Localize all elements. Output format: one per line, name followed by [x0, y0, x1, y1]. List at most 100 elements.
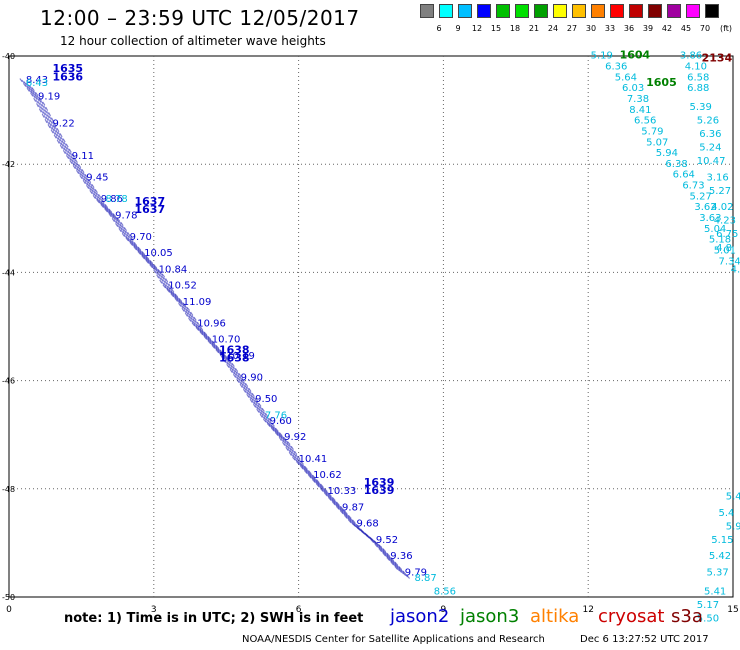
pass-time-label: 1636: [52, 70, 83, 83]
wave-height-value: 5.27: [690, 191, 712, 202]
wave-height-value: 11.09: [183, 297, 212, 308]
colorbar-level-label: 42: [661, 24, 673, 33]
wave-height-value: 8.78: [106, 194, 128, 205]
wave-height-value: 6.36: [605, 62, 627, 73]
wave-height-value: 6.03: [622, 83, 644, 94]
wave-height-value: 3.63: [699, 213, 721, 224]
wave-height-value: 5.50: [697, 613, 719, 624]
wave-height-value: 6.75: [716, 229, 738, 240]
wave-height-value: 5.94: [656, 148, 678, 159]
wave-height-value: 5.92: [726, 521, 740, 532]
y-tick-label: -46: [2, 377, 15, 386]
wave-height-value: 9.50: [255, 394, 277, 405]
wave-height-value: 6.58: [687, 72, 709, 83]
wave-height-value: 4.0: [731, 264, 740, 275]
wave-height-value: 10.19: [226, 351, 255, 362]
pass-time-label: 1637: [134, 195, 165, 208]
colorbar-swatch: [534, 4, 548, 18]
x-tick-label: 6: [296, 605, 302, 615]
wave-height-value: 4.23: [714, 216, 736, 227]
wave-height-value: 9.11: [72, 151, 94, 162]
wave-height-value: 9.70: [130, 232, 152, 243]
footer-note: note: 1) Time is in UTC; 2) SWH is in fe…: [64, 611, 364, 626]
wave-height-value: 5.19: [591, 51, 613, 62]
wave-height-value: 5.17: [697, 600, 719, 611]
legend-altika: altika: [530, 606, 580, 627]
wave-height-value: 10.84: [159, 264, 188, 275]
wave-height-value: 10.96: [197, 319, 226, 330]
wave-height-value: 9.90: [241, 373, 263, 384]
legend-s3a: s3a: [671, 606, 703, 627]
x-tick-label: 12: [582, 605, 593, 615]
wave-height-value: 10.52: [168, 281, 197, 292]
wave-height-value: 10.05: [144, 248, 173, 259]
wave-height-value: 5.07: [646, 137, 668, 148]
colorbar-swatch: [705, 4, 719, 18]
colorbar-swatch: [610, 4, 624, 18]
wave-height-value: 6.36: [699, 129, 721, 140]
colorbar-swatch: [572, 4, 586, 18]
wave-height-value: 9.87: [342, 502, 364, 513]
wave-height-value: 4.02: [711, 202, 733, 213]
y-tick-label: -48: [2, 485, 15, 494]
wave-height-value: 5.24: [699, 143, 721, 154]
plot-frame: [8, 55, 734, 598]
wave-height-value: 5.79: [641, 126, 663, 137]
wave-height-value: 8.41: [629, 105, 651, 116]
colorbar-level-label: 12: [471, 24, 483, 33]
wave-height-value: 4.10: [685, 62, 707, 73]
x-tick-label: 0: [6, 605, 12, 615]
wave-height-value: 6.43: [26, 78, 48, 89]
wave-height-value: 9.19: [38, 91, 60, 102]
wave-height-value: 6.64: [673, 170, 695, 181]
wave-height-value: 9.78: [115, 210, 137, 221]
wave-height-value: 7.38: [627, 94, 649, 105]
y-tick-label: -40: [2, 52, 15, 61]
wave-height-value: 3.16: [706, 172, 728, 183]
wave-height-value: 4.8: [716, 243, 732, 254]
wave-height-value: 9.22: [52, 118, 74, 129]
pass-time-label: 1638: [219, 352, 250, 365]
colorbar-swatch: [439, 4, 453, 18]
wave-height-value: 9.36: [390, 551, 412, 562]
credit-line: NOAA/NESDIS Center for Satellite Applica…: [242, 634, 545, 645]
wave-height-value: 5.27: [709, 186, 731, 197]
colorbar-swatch: [629, 4, 643, 18]
wave-height-value: 9.68: [357, 519, 379, 530]
wave-height-value: 10.47: [697, 156, 726, 167]
colorbar-level-label: 15: [490, 24, 502, 33]
colorbar-level-label: 30: [585, 24, 597, 33]
colorbar-swatch: [553, 4, 567, 18]
colorbar-swatch: [496, 4, 510, 18]
pass-time-label: 1638: [219, 344, 250, 357]
x-tick-label: 9: [441, 605, 447, 615]
colorbar-swatch: [667, 4, 681, 18]
wave-height-value: 5.39: [690, 102, 712, 113]
pass-time-label: 1604: [620, 49, 651, 62]
wave-height-value: 5.42: [709, 551, 731, 562]
wave-height-value: 8.56: [434, 586, 456, 597]
wave-height-value: 5.18: [709, 235, 731, 246]
colorbar-swatch: [648, 4, 662, 18]
pass-time-label: 1639: [364, 484, 395, 497]
wave-height-value: 6.73: [682, 181, 704, 192]
wave-height-value: 5.01: [714, 245, 736, 256]
colorbar-swatch: [420, 4, 434, 18]
wave-height-value: 9.92: [284, 432, 306, 443]
wave-height-value: 8.43: [26, 75, 48, 86]
wave-height-value: 9.79: [405, 567, 427, 578]
wave-height-value: 5.4: [719, 508, 735, 519]
wave-height-value: 3.62: [694, 202, 716, 213]
colorbar-level-label: 70: [699, 24, 711, 33]
wave-height-value: 5.64: [615, 72, 637, 83]
colorbar-level-label: 45: [680, 24, 692, 33]
wave-height-value: 9.60: [270, 416, 292, 427]
wave-height-value: 6.88: [687, 83, 709, 94]
wave-height-value: 5.15: [711, 535, 733, 546]
wave-height-value: 6.38: [665, 159, 687, 170]
wave-height-value: 5.26: [697, 116, 719, 127]
wave-height-value: 10.41: [299, 454, 328, 465]
wave-height-value: 7.76: [265, 410, 287, 421]
colorbar-level-label: 24: [547, 24, 559, 33]
